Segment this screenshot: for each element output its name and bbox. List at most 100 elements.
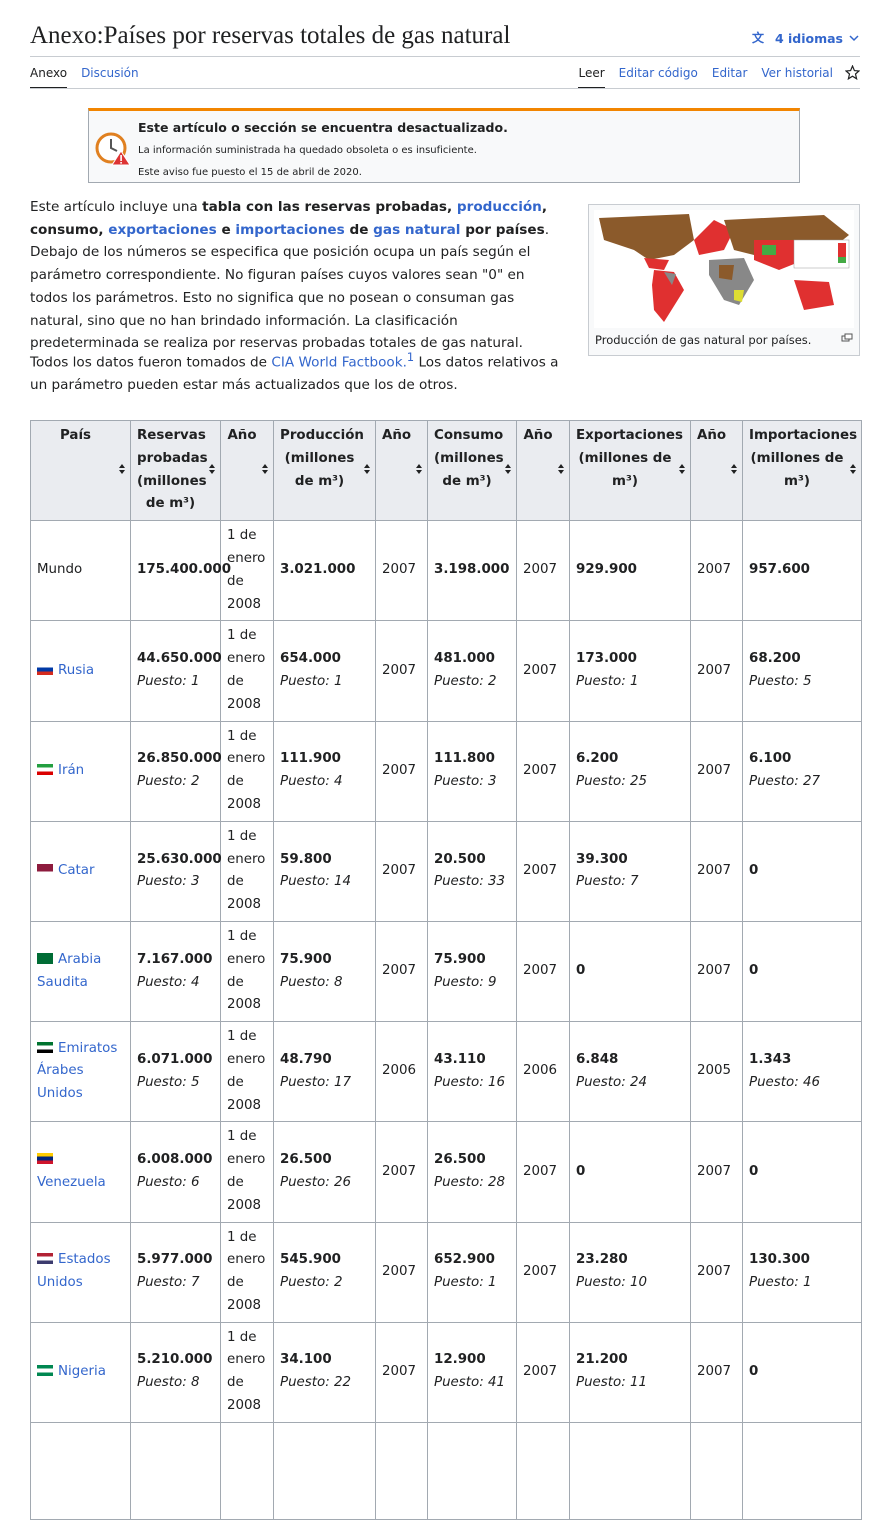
cell-value: 25.630.000: [137, 851, 222, 867]
table-cell: 2007: [375, 620, 428, 722]
cell-year: 2007: [697, 1163, 732, 1179]
country-link[interactable]: Estados Unidos: [37, 1252, 111, 1291]
table-cell: 1 de enero de 2008: [220, 1121, 274, 1223]
table-cell: 5.210.000 Puesto: 8: [130, 1321, 221, 1423]
cell-rank: Puesto: 7: [137, 1275, 200, 1291]
table-cell: 2007: [690, 720, 743, 822]
cell-value: 6.100: [749, 751, 792, 767]
table-cell: Venezuela: [30, 1121, 131, 1223]
column-header[interactable]: Año: [220, 419, 274, 522]
tab[interactable]: Editar: [711, 66, 748, 80]
table-row: Estados Unidos 5.977.000 Puesto: 7 1 de ene…: [30, 1221, 862, 1323]
cell-rank: Puesto: 3: [434, 774, 497, 790]
reference[interactable]: 1: [406, 350, 415, 364]
cell-value: 6.008.000: [137, 1152, 213, 1168]
sort-icon[interactable]: [208, 463, 216, 475]
country-link[interactable]: Catar: [58, 862, 95, 878]
country-link[interactable]: Irán: [58, 762, 85, 778]
text: tabla con las reservas probadas,: [202, 199, 457, 215]
table-row: Nigeria 5.210.000 Puesto: 8 1 de enero de 2…: [30, 1321, 862, 1423]
cell-rank: Puesto: 3: [137, 874, 200, 890]
table-cell: 34.100 Puesto: 22: [273, 1321, 376, 1423]
sort-icon[interactable]: [363, 463, 371, 475]
table-cell: 2007: [375, 920, 428, 1023]
cell-rank: Puesto: 7: [576, 874, 639, 890]
table-cell: 175.400.000: [130, 520, 231, 622]
cell-value: 0: [576, 963, 586, 979]
table-cell: Nigeria: [30, 1321, 131, 1423]
sort-icon[interactable]: [678, 463, 686, 475]
cell-value: 6.200: [576, 751, 619, 767]
cell-value: 0: [749, 1363, 759, 1379]
country-link[interactable]: Nigeria: [58, 1363, 106, 1379]
sort-icon[interactable]: [261, 463, 269, 475]
table-cell: 1 de enero de 2008: [220, 1221, 274, 1323]
tab[interactable]: Leer: [578, 66, 605, 89]
cell-value: 44.650.000: [137, 651, 222, 667]
link[interactable]: producción: [456, 199, 542, 215]
tab[interactable]: Ver historial: [761, 66, 833, 80]
map-image[interactable]: [594, 210, 854, 328]
table-cell: 1 de enero de 2008: [220, 720, 274, 822]
column-header[interactable]: Año: [690, 419, 743, 522]
cell-value: 21.200: [576, 1352, 628, 1368]
table-cell: 2007: [375, 720, 428, 822]
cell-rank: Puesto: 28: [434, 1174, 506, 1190]
country-link[interactable]: Emiratos Árabes Unidos: [37, 1040, 118, 1102]
cell-value: 1.343: [749, 1051, 792, 1067]
country-link[interactable]: Arabia Saudita: [37, 951, 102, 990]
table-cell: 0: [569, 920, 691, 1023]
link[interactable]: importaciones: [235, 221, 345, 238]
cell-rank: Puesto: 2: [137, 774, 200, 790]
column-header[interactable]: Año: [516, 419, 570, 522]
table-cell: 2007: [690, 1221, 743, 1323]
sort-icon[interactable]: [504, 463, 512, 475]
tab[interactable]: Discusión: [81, 66, 139, 80]
country-link[interactable]: Venezuela: [37, 1174, 106, 1190]
table-cell: 12.900 Puesto: 41: [427, 1321, 517, 1423]
watch-star[interactable]: [845, 65, 860, 80]
language-button[interactable]: 文 4 idiomas: [751, 30, 859, 46]
intro-paragraph: Este artículo incluye una tabla con las …: [30, 196, 565, 355]
link[interactable]: CIA World Factbook.: [271, 354, 407, 371]
tab[interactable]: Anexo: [30, 66, 68, 89]
cell-year: 2007: [697, 562, 732, 578]
sort-icon[interactable]: [849, 463, 857, 475]
column-header[interactable]: Reservas probadas (millones de m³): [130, 419, 221, 522]
table-cell: 6.071.000 Puesto: 5: [130, 1021, 221, 1123]
table-cell: 2007: [516, 520, 570, 622]
cell-rank: Puesto: 5: [137, 1074, 200, 1090]
column-header[interactable]: País: [30, 419, 131, 522]
table-cell: 23.280 Puesto: 10: [569, 1221, 691, 1323]
column-header[interactable]: Consumo (millones de m³): [427, 419, 517, 522]
table-cell: 2007: [690, 1121, 743, 1223]
column-header[interactable]: Exportaciones (millones de m³): [569, 419, 691, 522]
table-cell: 1.343 Puesto: 46: [742, 1021, 862, 1123]
table-cell: 6.200 Puesto: 25: [569, 720, 691, 822]
enlarge-icon[interactable]: [841, 333, 853, 343]
cell-year: 2006: [523, 1063, 558, 1079]
column-header[interactable]: Año: [375, 419, 428, 522]
table-cell: 2007: [690, 1321, 743, 1423]
cell-year: 2007: [523, 762, 558, 778]
column-header[interactable]: Importaciones (millones de m³): [742, 419, 862, 522]
cell-rank: Puesto: 24: [576, 1074, 648, 1090]
country-link[interactable]: Rusia: [58, 662, 95, 678]
cell-year: 2007: [382, 1263, 417, 1279]
sort-icon[interactable]: [415, 463, 423, 475]
sort-icon[interactable]: [118, 463, 126, 475]
link[interactable]: exportaciones: [108, 221, 217, 238]
table-cell: 957.600: [742, 520, 862, 622]
country-name: Mundo: [37, 562, 83, 578]
header-text: Producción (millones de m³): [280, 428, 364, 489]
cell-rank: Puesto: 1: [280, 673, 343, 689]
sort-icon[interactable]: [557, 463, 565, 475]
sort-icon[interactable]: [730, 463, 738, 475]
table-cell: 0: [569, 1121, 691, 1223]
cell-rank: Puesto: 33: [434, 874, 506, 890]
cell-year: 1 de enero de 2008: [227, 1129, 266, 1213]
column-header[interactable]: Producción (millones de m³): [273, 419, 376, 522]
link[interactable]: gas natural: [373, 221, 461, 238]
table-cell: 5.977.000 Puesto: 7: [130, 1221, 221, 1323]
tab[interactable]: Editar código: [618, 66, 698, 80]
